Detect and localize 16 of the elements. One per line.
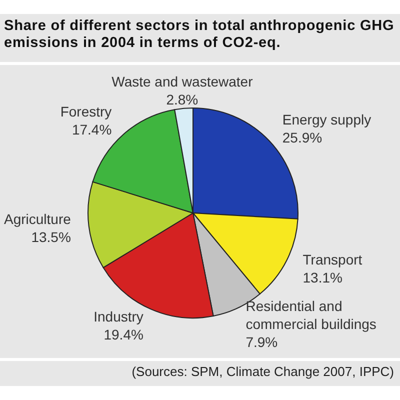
data-label: 17.4% [72, 122, 112, 138]
slice-label: Waste and wastewater [112, 73, 254, 90]
data-label: 13.1% [302, 269, 342, 286]
slice-label: Transport [302, 251, 362, 268]
slice-label: Residential and commercial buildings [246, 298, 376, 332]
data-label: 2.8% [166, 91, 198, 108]
text: (Sources: SPM, Climate Change 2007, IPPC) [130, 363, 394, 381]
data-label: 19.4% [104, 326, 144, 343]
chart-title: Share of different sectors in total anthropogenic GHG emissions in 2004 in terms of CO2-eq. [0, 14, 400, 65]
slice-label: Forestry [60, 104, 112, 120]
data-label: 7.9% [246, 334, 278, 350]
slice-label: Industry [94, 308, 144, 325]
slice-label: Agriculture [4, 211, 72, 228]
slice-label: Energy supply [282, 112, 372, 128]
data-label: 13.5% [31, 229, 71, 246]
data-label: 25.9% [282, 130, 322, 146]
